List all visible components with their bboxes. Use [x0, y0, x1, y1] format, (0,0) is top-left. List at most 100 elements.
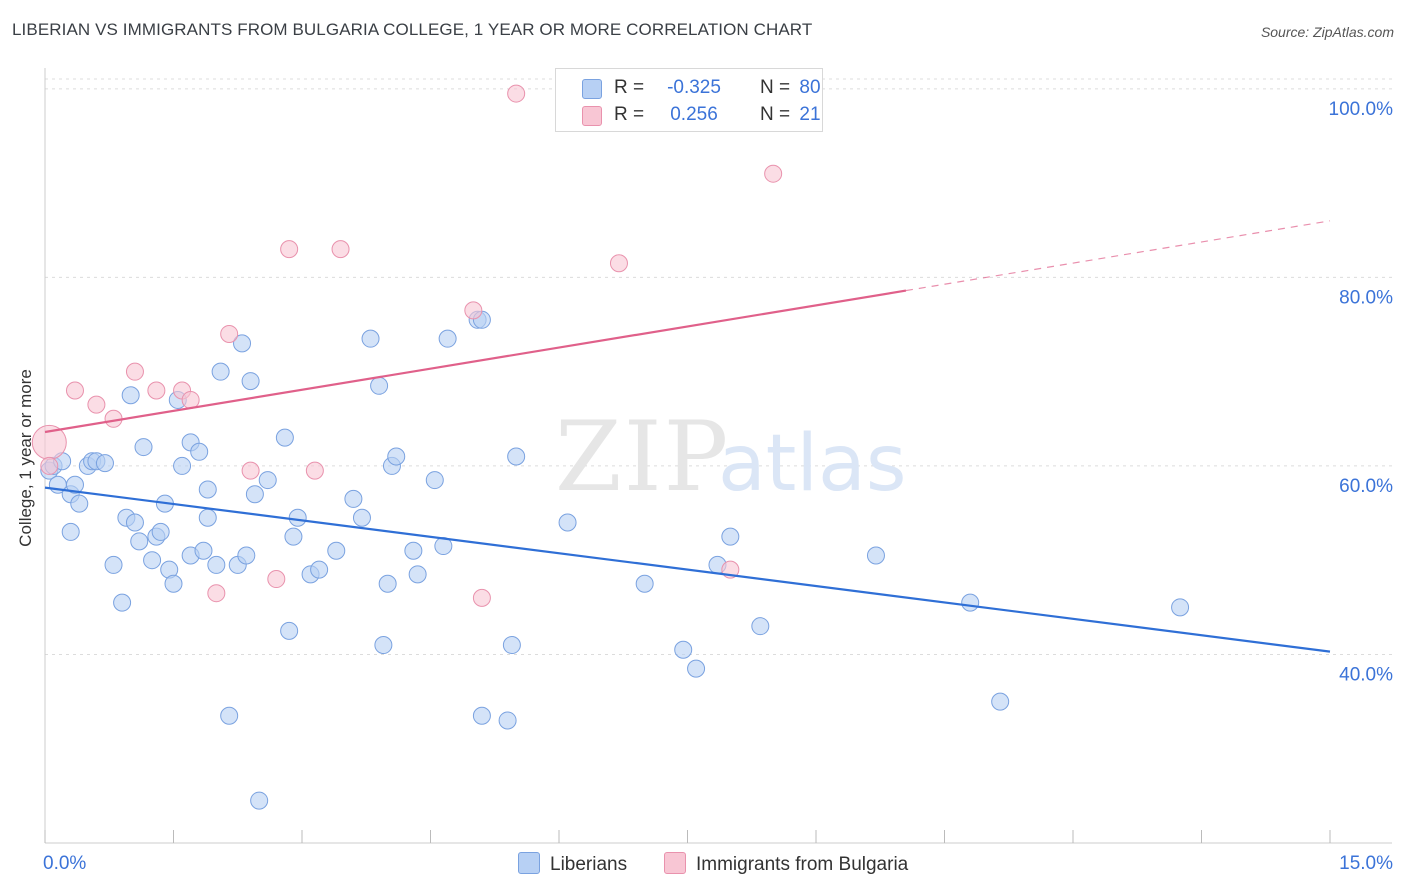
liberians-point — [211, 362, 230, 381]
bulgaria-point — [125, 362, 144, 381]
y-tick-label: 60.0% — [1339, 476, 1393, 497]
liberians-point — [113, 593, 132, 612]
liberians-point — [361, 329, 380, 348]
liberians-point — [721, 527, 740, 546]
y-tick-label: 80.0% — [1339, 287, 1393, 308]
liberians-point — [130, 532, 149, 551]
bulgaria-point — [609, 254, 628, 273]
liberians-point — [258, 471, 277, 490]
x-tick-label: 15.0% — [1339, 853, 1393, 874]
bulgaria-point — [181, 390, 200, 409]
tick-labels: 40.0% 60.0% 80.0% 100.0% 0.0% 15.0% — [43, 99, 1393, 874]
watermark-zip: ZIP — [555, 401, 730, 513]
bottom-legend-swatch-pink — [664, 852, 686, 874]
liberians-point — [866, 546, 885, 565]
bottom-legend-label: Immigrants from Bulgaria — [696, 854, 909, 875]
liberians-point — [207, 555, 226, 574]
legend-swatch-pink — [582, 106, 602, 126]
liberians-point — [125, 513, 144, 532]
bulgaria-point — [207, 584, 226, 603]
bulgaria-point — [280, 240, 299, 259]
liberians-point — [404, 541, 423, 560]
bulgaria-point — [464, 301, 483, 320]
liberians-point — [387, 447, 406, 466]
watermark-atlas: atlas — [718, 419, 907, 509]
legend-r-label: R = — [614, 77, 645, 98]
liberians-point — [95, 454, 114, 473]
liberians-point — [220, 706, 239, 725]
liberians-point — [288, 508, 307, 527]
liberians-point — [370, 376, 389, 395]
liberians-point — [198, 508, 217, 527]
source-credit: Source: ZipAtlas.com — [1260, 24, 1394, 40]
liberians-point — [250, 791, 269, 810]
bulgaria-points — [31, 84, 783, 607]
liberians-point — [134, 438, 153, 457]
liberians-trend-line — [44, 486, 1331, 653]
liberians-point — [408, 565, 427, 584]
liberians-point — [425, 471, 444, 490]
y-axis-label: College, 1 year or more — [16, 369, 35, 547]
liberians-point — [635, 574, 654, 593]
y-tick-label: 40.0% — [1339, 664, 1393, 685]
liberians-point — [237, 546, 256, 565]
liberians-point — [70, 494, 89, 513]
liberians-point — [164, 574, 183, 593]
liberians-point — [310, 560, 329, 579]
bulgaria-point — [472, 588, 491, 607]
legend-n-value: 21 — [799, 104, 821, 125]
bottom-legend-swatch-blue — [518, 852, 540, 874]
liberians-point — [558, 513, 577, 532]
bulgaria-point — [65, 381, 84, 400]
bulgaria-point — [764, 164, 783, 183]
bulgaria-point — [220, 324, 239, 343]
liberians-point — [507, 447, 526, 466]
bulgaria-point — [507, 84, 526, 103]
liberians-point — [352, 508, 371, 527]
liberians-point — [687, 659, 706, 678]
bulgaria-point — [331, 240, 350, 259]
liberians-point — [173, 456, 192, 475]
bulgaria-trend-extension — [905, 220, 1331, 292]
legend-n-label: N = — [760, 77, 791, 98]
liberians-point — [104, 555, 123, 574]
bulgaria-trend-line — [44, 289, 907, 434]
liberians-point — [198, 480, 217, 499]
liberians-point — [151, 522, 170, 541]
liberians-point — [751, 617, 770, 636]
trend-lines — [44, 220, 1331, 653]
liberians-point — [327, 541, 346, 560]
liberians-point — [498, 711, 517, 730]
legend-swatch-blue — [582, 79, 602, 99]
liberians-point — [472, 706, 491, 725]
liberians-point — [374, 636, 393, 655]
liberians-point — [280, 621, 299, 640]
legend-r-label: R = — [614, 104, 645, 125]
bulgaria-point — [241, 461, 260, 480]
liberians-point — [275, 428, 294, 447]
bottom-legend-liberians: Liberians — [518, 852, 627, 876]
bulgaria-point — [87, 395, 106, 414]
bottom-legend-label: Liberians — [550, 854, 628, 875]
legend-n-value: 80 — [799, 77, 821, 98]
liberians-point — [233, 334, 252, 353]
bulgaria-point — [40, 456, 59, 475]
legend-n-label: N = — [760, 104, 791, 125]
bulgaria-point — [305, 461, 324, 480]
liberians-point — [991, 692, 1010, 711]
x-tick-label: 0.0% — [43, 853, 86, 874]
legend-r-value: 0.256 — [670, 104, 718, 125]
liberians-point — [344, 489, 363, 508]
liberians-point — [284, 527, 303, 546]
liberians-point — [961, 593, 980, 612]
bottom-legend-bulgaria: Immigrants from Bulgaria — [664, 852, 908, 876]
liberians-point — [194, 541, 213, 560]
correlation-legend: R = -0.325 N = 80 R = 0.256 N = 21 — [555, 68, 823, 132]
bulgaria-point — [147, 381, 166, 400]
chart-title: LIBERIAN VS IMMIGRANTS FROM BULGARIA COL… — [12, 20, 813, 39]
liberians-point — [143, 551, 162, 570]
liberians-point — [1171, 598, 1190, 617]
watermark: ZIP atlas — [555, 401, 907, 513]
liberians-point — [674, 640, 693, 659]
